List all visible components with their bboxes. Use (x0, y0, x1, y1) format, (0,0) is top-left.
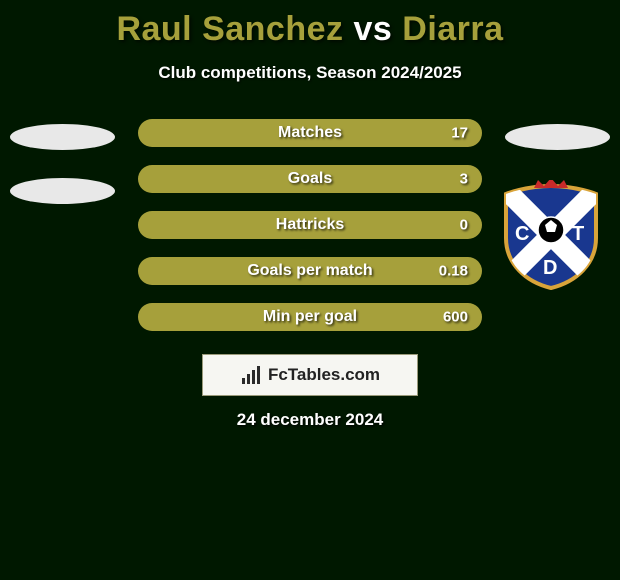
stat-bar-label: Goals per match (247, 262, 372, 280)
title-vs: vs (353, 10, 392, 48)
svg-text:T: T (572, 223, 584, 245)
brand-badge: FcTables.com (202, 354, 418, 396)
stat-bar: Matches 17 (138, 119, 482, 147)
stat-bar: Goals per match 0.18 (138, 257, 482, 285)
stat-bar-label: Matches (278, 124, 342, 142)
title-player2: Diarra (402, 10, 503, 48)
stat-bar: Hattricks 0 (138, 211, 482, 239)
page-title: Raul Sanchez vs Diarra (0, 0, 620, 49)
title-player1: Raul Sanchez (116, 10, 343, 48)
player-badge-placeholder (10, 124, 115, 150)
bar-chart-icon (240, 364, 262, 386)
stat-bar-label: Goals (288, 170, 332, 188)
svg-text:D: D (543, 257, 557, 279)
stat-bar-value: 600 (443, 309, 468, 326)
player-badge-placeholder (10, 178, 115, 204)
stat-bar-label: Min per goal (263, 308, 357, 326)
brand-text: FcTables.com (268, 365, 380, 385)
stat-bar-left (138, 303, 145, 331)
club-crest-icon: C T D (496, 180, 606, 290)
subtitle: Club competitions, Season 2024/2025 (0, 63, 620, 83)
stat-bar-value: 0.18 (439, 263, 468, 280)
stat-bar: Goals 3 (138, 165, 482, 193)
stat-bar-label: Hattricks (276, 216, 344, 234)
svg-text:C: C (515, 223, 529, 245)
stat-bar-left (138, 257, 145, 285)
stat-bar-value: 3 (460, 171, 468, 188)
date-label: 24 december 2024 (237, 410, 384, 430)
stats-bars: Matches 17 Goals 3 Hattricks 0 Goals per match… (138, 119, 482, 331)
stat-bar-value: 17 (451, 125, 468, 142)
stat-bar: Min per goal 600 (138, 303, 482, 331)
stat-bar-left (138, 165, 145, 193)
stat-bar-left (138, 119, 145, 147)
stat-bar-value: 0 (460, 217, 468, 234)
player-badge-placeholder (505, 124, 610, 150)
